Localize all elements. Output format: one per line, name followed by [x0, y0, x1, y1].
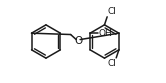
Text: O: O [74, 37, 82, 46]
Text: Cl: Cl [107, 7, 116, 16]
Text: Cl: Cl [107, 59, 116, 68]
Text: OH: OH [99, 29, 112, 38]
